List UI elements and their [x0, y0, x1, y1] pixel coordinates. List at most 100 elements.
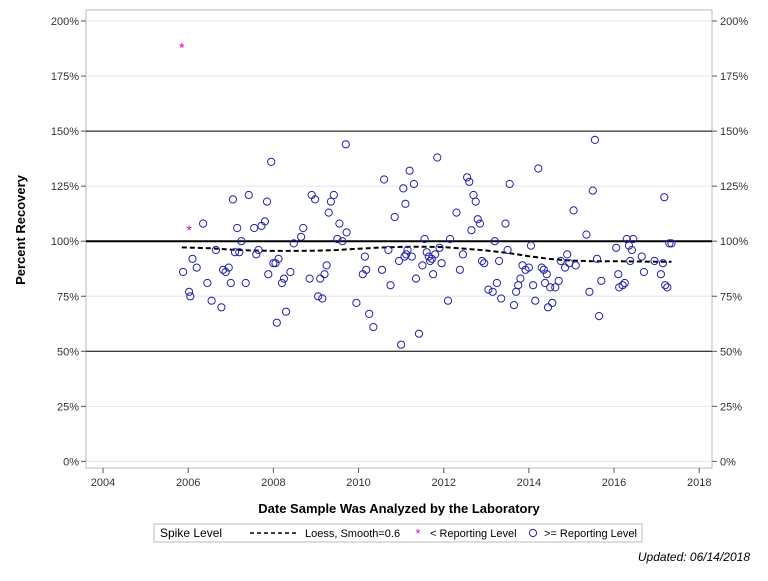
data-point-circle — [458, 250, 467, 259]
data-point-circle — [399, 184, 408, 193]
data-point-circle — [320, 270, 329, 279]
data-point-circle — [497, 294, 506, 303]
x-tick-label: 2010 — [346, 477, 370, 489]
data-point-circle — [539, 265, 548, 274]
data-point-circle — [526, 241, 536, 250]
data-point-circle — [244, 190, 253, 200]
data-point-circle — [435, 243, 444, 252]
data-point-circle — [279, 274, 289, 283]
data-point-circle — [537, 263, 546, 272]
data-point-circle — [397, 340, 406, 349]
data-point-circle — [492, 278, 501, 288]
data-point-circle — [260, 217, 269, 226]
data-point-circle — [277, 278, 286, 288]
data-point-circle — [661, 281, 670, 290]
data-point-circle — [665, 239, 674, 248]
data-point-circle — [429, 270, 438, 279]
data-point-circle — [503, 245, 512, 255]
data-point-circle — [571, 261, 580, 270]
data-point-circle — [667, 239, 676, 248]
y-tick-label-right: 0% — [720, 456, 736, 468]
y-tick-label-right: 100% — [720, 236, 748, 248]
data-point-circle — [484, 285, 493, 294]
data-point-circle — [473, 215, 482, 224]
y-tick-label-right: 75% — [720, 291, 742, 303]
data-point-circle — [403, 245, 412, 255]
data-point-star: * — [179, 39, 185, 55]
data-point-circle — [217, 303, 226, 312]
data-point-circle — [188, 254, 197, 263]
data-point-circle — [394, 256, 404, 266]
x-tick-label: 2004 — [91, 477, 115, 489]
data-point-circle — [316, 274, 325, 283]
data-point-circle — [365, 309, 374, 318]
data-point-circle — [660, 193, 669, 202]
data-point-circle — [235, 248, 244, 257]
data-point-circle — [186, 292, 195, 301]
data-point-circle — [554, 276, 563, 285]
x-tick-label: 2006 — [176, 477, 200, 489]
data-point-circle — [264, 270, 273, 279]
y-tick-label-right: 125% — [720, 181, 748, 193]
data-point-circle — [252, 250, 261, 259]
data-point-circle — [546, 283, 555, 292]
legend-title: Spike Level — [160, 526, 222, 540]
data-point-circle — [512, 287, 521, 296]
data-point-circle — [656, 270, 666, 279]
data-point-circle — [505, 179, 514, 189]
data-point-circle — [563, 250, 572, 259]
data-point-circle — [477, 256, 487, 266]
data-point-circle — [297, 232, 306, 241]
data-point-circle — [192, 263, 201, 272]
data-point-circle — [362, 265, 371, 274]
data-point-circle — [618, 281, 627, 290]
data-point-circle — [226, 278, 235, 288]
x-tick-label: 2008 — [261, 477, 285, 489]
x-tick-label: 2014 — [517, 477, 541, 489]
y-tick-label-left: 125% — [51, 181, 79, 193]
legend-star-label: < Reporting Level — [430, 528, 517, 540]
data-point-circle — [463, 173, 472, 182]
loess-line — [181, 245, 672, 263]
data-point-circle — [390, 212, 399, 222]
data-point-circle — [386, 281, 395, 290]
y-tick-label-right: 25% — [720, 401, 742, 413]
data-point-circle — [542, 270, 551, 279]
data-point-circle — [230, 248, 240, 257]
y-axis-label: Percent Recovery — [13, 174, 28, 285]
data-point-circle — [446, 234, 455, 244]
data-point-circle — [282, 307, 291, 316]
data-point-circle — [179, 267, 188, 277]
data-point-circle — [401, 199, 410, 208]
y-tick-label-left: 25% — [57, 401, 79, 413]
data-point-circle — [592, 254, 602, 263]
data-point-circle — [324, 208, 333, 217]
legend-star-symbol: * — [415, 526, 420, 541]
legend: Spike Level Loess, Smooth=0.6 * < Report… — [153, 523, 643, 543]
data-point-circle — [267, 157, 276, 166]
data-point-circle — [588, 186, 597, 195]
data-point-circle — [272, 318, 281, 327]
data-point-circle — [663, 283, 672, 292]
data-point-circle — [271, 259, 280, 268]
data-point-circle — [561, 263, 570, 272]
data-point-circle — [207, 296, 216, 305]
data-point-circle — [543, 303, 553, 312]
data-point-circle — [658, 259, 668, 268]
data-point-circle — [433, 153, 442, 162]
data-point-circle — [305, 274, 314, 283]
legend-box — [153, 523, 643, 543]
data-point-circle — [418, 261, 427, 270]
data-point-circle — [326, 197, 335, 206]
data-point-circle — [471, 197, 480, 206]
data-point-circle — [262, 197, 272, 206]
data-point-circle — [185, 287, 194, 296]
y-tick-label-left: 150% — [51, 126, 79, 138]
data-point-circle — [274, 254, 283, 263]
y-tick-label-right: 200% — [720, 16, 748, 28]
y-tick-label-left: 175% — [51, 71, 79, 83]
data-point-circle — [529, 281, 538, 290]
x-axis: 2004 2006 2008 2010 2012 2014 2016 2018 — [91, 468, 711, 489]
data-point-circle — [369, 323, 378, 332]
